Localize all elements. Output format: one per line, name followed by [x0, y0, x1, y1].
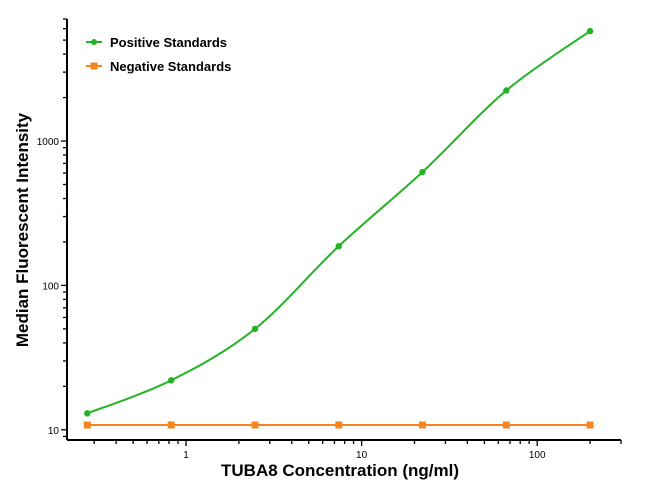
x-tick-label: 100 — [529, 450, 546, 461]
negative-standards-point — [251, 421, 259, 429]
positive-standards-point — [503, 87, 510, 94]
y-tick-label: 1000 — [37, 137, 60, 148]
negative-standards-point — [418, 421, 426, 429]
x-axis-title: TUBA8 Concentration (ng/ml) — [221, 461, 459, 480]
legend: Positive Standards Negative Standards — [86, 35, 231, 74]
positive-standards-point — [167, 377, 175, 384]
positive-standards-point — [251, 325, 259, 333]
positive-standards-point — [84, 410, 91, 417]
series-layer — [83, 27, 594, 429]
positive-standards-line — [86, 30, 591, 415]
axes: 1 10 100 10 100 1000 — [37, 18, 622, 461]
negative-standards-point — [83, 421, 91, 429]
positive-legend-label: Positive Standards — [110, 35, 227, 50]
negative-standards-point — [502, 421, 510, 429]
negative-standards-point — [586, 421, 594, 429]
positive-legend-marker — [91, 39, 97, 45]
y-tick-label: 10 — [48, 426, 60, 437]
negative-standards-point — [167, 421, 175, 429]
x-tick-label: 1 — [183, 450, 189, 461]
negative-legend-marker — [90, 62, 98, 70]
negative-standards-point — [335, 421, 343, 429]
positive-standards-point — [586, 27, 594, 35]
positive-standards-point — [419, 168, 426, 176]
x-tick-label: 10 — [356, 450, 368, 461]
negative-legend-label: Negative Standards — [110, 59, 231, 74]
y-axis-title: Median Fluorescent Intensity — [13, 112, 32, 347]
y-tick-label: 100 — [42, 281, 59, 292]
positive-standards-point — [335, 242, 342, 250]
